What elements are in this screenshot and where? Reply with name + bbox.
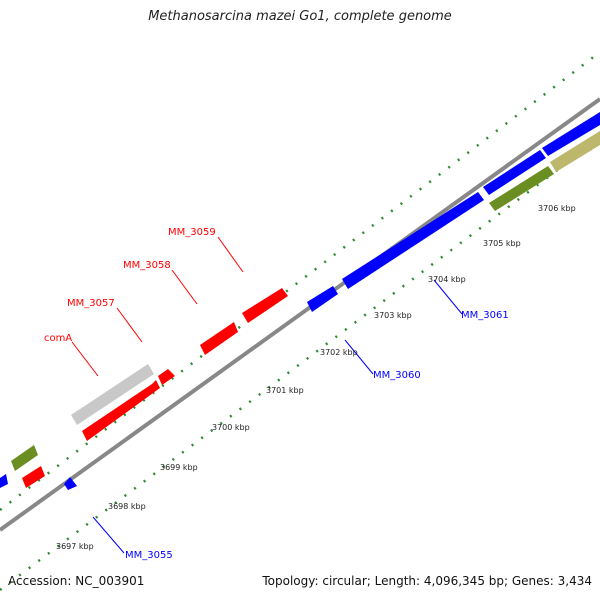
label-line-mm3057: [116, 307, 143, 343]
gene-blue-mm3061: [342, 192, 484, 289]
genome-backbone: [0, 97, 600, 532]
gene-red-mm3057-b: [158, 369, 175, 385]
gene-label-mm3058: MM_3058: [123, 260, 171, 271]
label-line-mm3060: [344, 339, 374, 375]
gene-gray-comA: [71, 364, 154, 425]
label-line-mm3061: [433, 279, 463, 315]
tick-label: 3699 kbp: [160, 463, 198, 472]
tick-label: 3701 kbp: [266, 386, 304, 395]
gene-label-mm3061: MM_3061: [461, 310, 509, 321]
tick-label: 3706 kbp: [538, 204, 576, 213]
tick-label: 3705 kbp: [483, 239, 521, 248]
gene-red-mm3057-a: [82, 380, 160, 441]
tick-label: 3702 kbp: [320, 348, 358, 357]
label-line-mm3058: [171, 269, 198, 305]
gene-red-mm3059: [242, 288, 288, 323]
outer-dotted-track: [0, 51, 600, 511]
gene-khaki-3706: [550, 131, 600, 172]
gene-blue-top-right: [542, 112, 600, 156]
map-title: Methanosarcina mazei Go1, complete genom…: [148, 9, 452, 24]
label-line-comA: [71, 341, 99, 377]
gene-blue-mm3055: [64, 477, 77, 490]
gene-blue-left: [0, 474, 8, 488]
tick-label: 3697 kbp: [56, 542, 94, 551]
label-line-mm3059: [217, 236, 244, 273]
gene-label-mm3055: MM_3055: [125, 550, 173, 561]
gene-olive-3706: [489, 166, 554, 211]
label-line-mm3055: [92, 516, 125, 554]
tick-label: 3698 kbp: [108, 502, 146, 511]
gene-blue-mm3060: [307, 286, 338, 312]
gene-blue-3705: [483, 150, 546, 195]
tick-label: 3704 kbp: [428, 275, 466, 284]
inner-dotted-track: [0, 137, 600, 591]
genome-stats: Topology: circular; Length: 4,096,345 bp…: [262, 574, 592, 588]
gene-label-mm3059: MM_3059: [168, 227, 216, 238]
gene-label-mm3057: MM_3057: [67, 298, 115, 309]
tick-label: 3703 kbp: [374, 311, 412, 320]
accession-label: Accession: NC_003901: [8, 574, 145, 588]
gene-red-mm3058: [200, 322, 238, 355]
gene-red-left: [22, 466, 45, 488]
gene-olive-left: [11, 445, 38, 471]
gene-label-mm3060: MM_3060: [373, 370, 421, 381]
gene-label-comA: comA: [44, 333, 72, 344]
tick-label: 3700 kbp: [212, 423, 250, 432]
